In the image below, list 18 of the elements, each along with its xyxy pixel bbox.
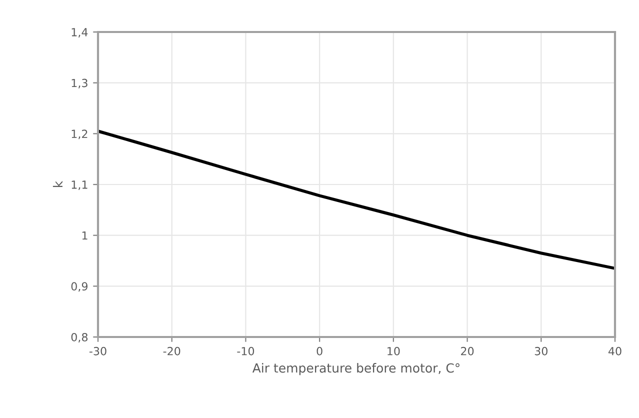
x-tick-label: 30 [534,346,548,356]
x-tick-label: -20 [163,346,180,356]
x-tick-label: 20 [461,346,474,356]
line-series [98,130,615,270]
y-tick-label: 1,1 [72,180,88,190]
x-tick-label: -10 [237,346,254,356]
y-tick-label: 1,3 [72,78,88,88]
x-tick-label: 0 [316,346,322,356]
y-tick-label: 0,9 [71,282,88,292]
y-axis-title: k [52,180,62,187]
y-tick-label: 1,4 [72,28,88,38]
x-tick-label: 40 [608,346,622,356]
x-tick-label: 10 [388,346,400,356]
y-tick-label: 1 [82,231,88,240]
x-axis-title: Air temperature before motor, C° [252,363,460,376]
y-tick-label: 1,2 [72,130,88,140]
x-tick-label: -30 [89,346,106,356]
y-tick-label: 0,8 [71,332,88,343]
